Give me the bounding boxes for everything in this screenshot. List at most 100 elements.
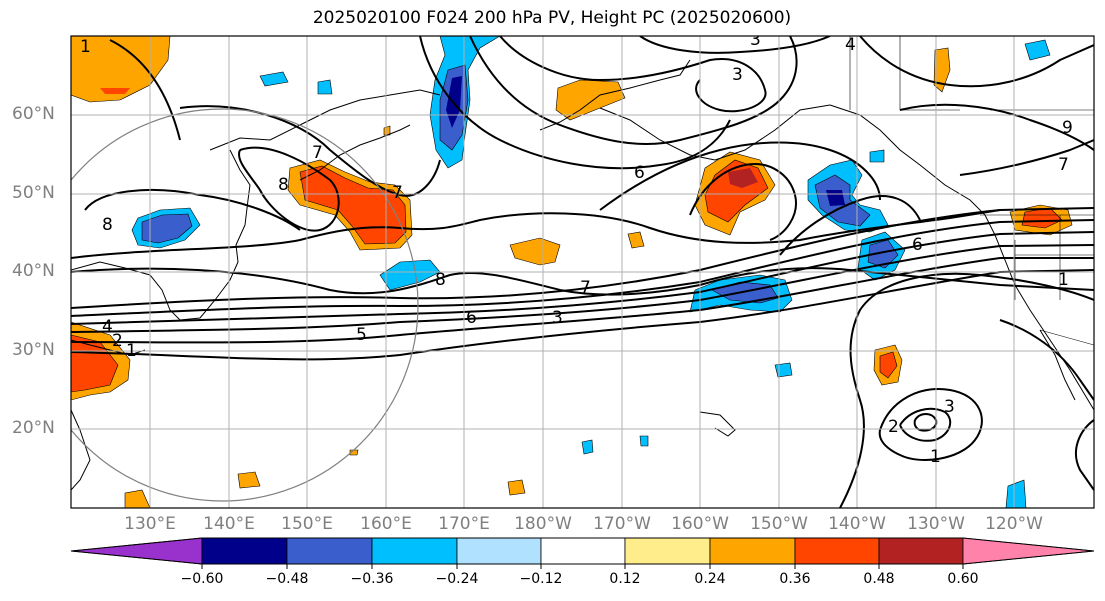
colorbar-segment: [540, 537, 626, 565]
contour-label: 7: [1058, 155, 1069, 175]
coastline: [299, 124, 411, 181]
lon-label: 130°W: [907, 514, 965, 534]
pv-positive-area: [71, 36, 171, 103]
lon-label: 180°W: [514, 514, 572, 534]
contour-line: [499, 36, 767, 113]
contour-label: 3: [552, 308, 563, 328]
contour-line: [71, 209, 1001, 259]
map-frame: [70, 35, 1095, 509]
lat-label: 50°N: [12, 183, 55, 203]
coastline: [1039, 329, 1076, 401]
lon-label: 140°W: [828, 514, 886, 534]
map-title: 2025020100 F024 200 hPa PV, Height PC (2…: [312, 8, 792, 28]
lon-label: 160°W: [671, 514, 729, 534]
contour-line: [71, 219, 1094, 317]
colorbar-tick-label: −0.60: [180, 571, 224, 587]
contour-label: 3: [944, 397, 955, 417]
colorbar-ticks: [201, 564, 964, 569]
contour-line: [238, 146, 340, 232]
contour-line: [1075, 419, 1094, 491]
contour-line: [71, 257, 1094, 344]
colorbar-segment: [456, 537, 542, 565]
contour-label: 1: [126, 341, 137, 361]
colorbar-tick-label: 0.24: [694, 571, 726, 587]
contour-line: [71, 244, 1094, 333]
lon-label: 150°E: [281, 514, 333, 534]
lon-label: 150°W: [750, 514, 808, 534]
colorbar-extend-high: [962, 537, 1095, 565]
lon-label: 170°W: [593, 514, 651, 534]
contour-label: 7: [312, 143, 323, 163]
contour-line: [71, 267, 1094, 296]
contour-label: 4: [845, 35, 856, 55]
lat-label: 30°N: [12, 340, 55, 360]
colorbar-tick-label: −0.12: [519, 571, 563, 587]
lon-label: 130°E: [124, 514, 176, 534]
contour-label: 3: [750, 30, 761, 50]
contour-label: 2: [112, 331, 123, 351]
colorbar-tick-label: −0.24: [435, 571, 479, 587]
colorbar: [70, 537, 1095, 569]
contour-line: [71, 269, 1094, 361]
coastline: [209, 89, 441, 151]
colorbar-tick-label: 0.36: [779, 571, 811, 587]
coastline: [539, 59, 691, 131]
contour-label: 7: [392, 183, 403, 203]
contour-label: 1: [80, 37, 91, 57]
colorbar-segment: [286, 537, 373, 565]
lat-label: 60°N: [12, 104, 55, 124]
contour-line: [959, 139, 1094, 176]
lon-label: 160°E: [360, 514, 412, 534]
colorbar-segment: [201, 537, 288, 565]
colorbar-tick-label: 0.60: [947, 571, 979, 587]
coastline: [599, 104, 831, 161]
coastline: [71, 409, 91, 491]
lon-label: 140°E: [203, 514, 255, 534]
contour-line: [599, 141, 881, 211]
coastline: [699, 411, 736, 437]
colorbar-segment: [371, 537, 458, 565]
colorbar-tick-label: 0.48: [863, 571, 895, 587]
contour-line: [469, 36, 798, 145]
contour-line: [899, 407, 952, 442]
contour-label: 3: [732, 65, 743, 85]
borders: [849, 36, 1094, 346]
contour-label: 6: [634, 163, 645, 183]
contour-line: [859, 36, 1094, 88]
contour-label: 5: [356, 325, 367, 345]
colorbar-tick-label: −0.36: [350, 571, 394, 587]
lat-label: 20°N: [12, 418, 55, 438]
contour-line: [71, 231, 1094, 325]
contour-label: 1: [1058, 270, 1069, 290]
colorbar-segment: [709, 537, 796, 565]
contour-label: 8: [102, 215, 113, 235]
contour-line: [779, 195, 921, 256]
colorbar-tick-label: −0.48: [265, 571, 309, 587]
lon-label: 120°W: [985, 514, 1043, 534]
contour-label: 2: [888, 417, 899, 437]
contour-line: [71, 207, 1094, 309]
contour-line: [84, 189, 301, 231]
contour-line: [689, 163, 797, 241]
gridlines: [71, 36, 1094, 508]
colorbar-segment: [794, 537, 880, 565]
contour-line: [999, 319, 1094, 401]
contour-label: 8: [435, 270, 446, 290]
contour-label: 9: [1062, 118, 1073, 138]
contour-line: [109, 39, 181, 141]
contour-labels: 1 7 8 3 8 6 4 2 1 5 8 6 7 3 7 6 1 4 2 1 …: [80, 30, 1073, 467]
contour-line: [878, 388, 983, 461]
colorbar-tick-label: 0.12: [609, 571, 641, 587]
contour-line: [899, 103, 1094, 151]
range-circle: [71, 108, 419, 502]
colorbar-extend-low: [70, 537, 203, 565]
contour-label: 8: [278, 175, 289, 195]
lon-label: 170°E: [438, 514, 490, 534]
contour-label: 6: [912, 235, 923, 255]
colorbar-segment: [878, 537, 964, 565]
contour-label: 4: [102, 317, 113, 337]
colorbar-segment: [624, 537, 711, 565]
lat-label: 40°N: [12, 261, 55, 281]
contour-label: 1: [930, 447, 941, 467]
